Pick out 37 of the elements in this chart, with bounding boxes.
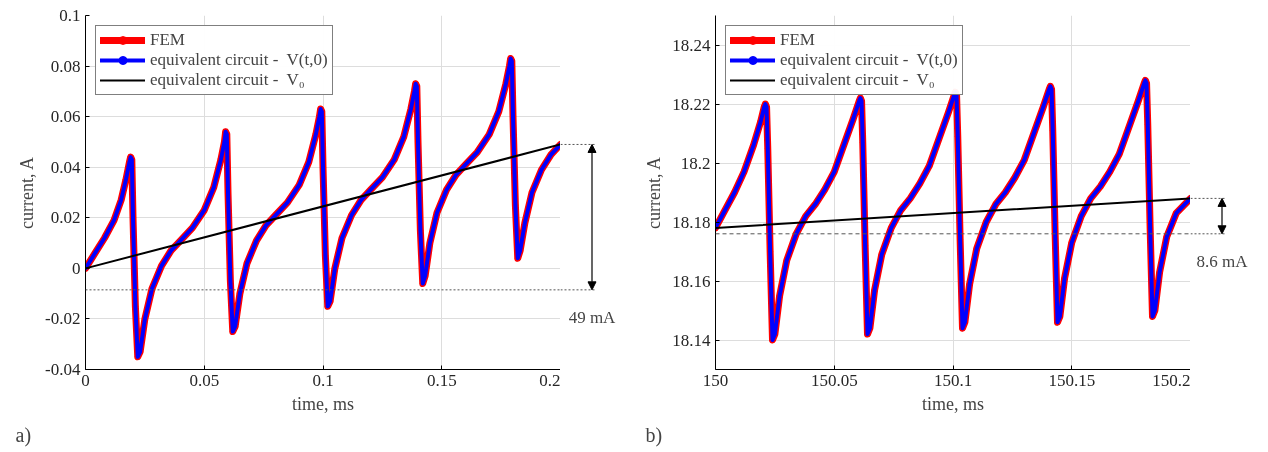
y-tick-label: 18.24 (672, 35, 711, 55)
y-tick-label: -0.04 (45, 360, 81, 379)
x-tick-label: 150.1 (933, 370, 973, 390)
y-tick-label: 0.1 (59, 6, 81, 25)
text: a) (15, 423, 32, 447)
x-tick-label: 0.1 (312, 370, 334, 390)
y-axis-title: current, A (644, 157, 665, 229)
x-axis-title: time, ms (922, 393, 984, 414)
y-axis-title: current, A (17, 157, 38, 229)
y-tick-label: 18.22 (672, 94, 711, 114)
legend-label: equivalent circuit - V(t,0) (780, 50, 958, 70)
x-tick-label: 0.05 (189, 370, 220, 390)
y-tick-label: 18.18 (672, 212, 711, 232)
y-tick-label: 0.06 (50, 107, 81, 127)
y-tick-label: 0.08 (50, 56, 81, 76)
legend-label: equivalent circuit - V₀ (150, 70, 305, 90)
x-tick-label: 150.15 (1048, 370, 1096, 390)
x-tick-label: 150 (702, 370, 729, 390)
text: b) (645, 423, 663, 447)
y-tick-label: -0.02 (45, 309, 81, 329)
x-axis-title: time, ms (292, 393, 354, 414)
legend-label: FEM (780, 30, 815, 50)
x-tick-label: 0.15 (426, 370, 457, 390)
x-tick-label: 150.2 (1152, 370, 1191, 390)
y-tick-label: 18.14 (672, 330, 711, 350)
x-tick-label: 0.2 (539, 370, 561, 390)
y-tick-label: 0.02 (50, 208, 81, 228)
legend-label: FEM (150, 30, 185, 50)
text: 49 mA (568, 307, 617, 327)
y-tick-label: 18.2 (680, 153, 711, 173)
y-tick-label: 0 (72, 258, 81, 278)
y-tick-label: 18.16 (672, 271, 711, 291)
x-tick-label: 150.05 (810, 370, 858, 390)
legend-label: equivalent circuit - V₀ (780, 70, 935, 90)
text: 8.6 mA (1196, 251, 1249, 271)
y-tick-label: 0.04 (50, 157, 81, 177)
legend-label: equivalent circuit - V(t,0) (150, 50, 328, 70)
